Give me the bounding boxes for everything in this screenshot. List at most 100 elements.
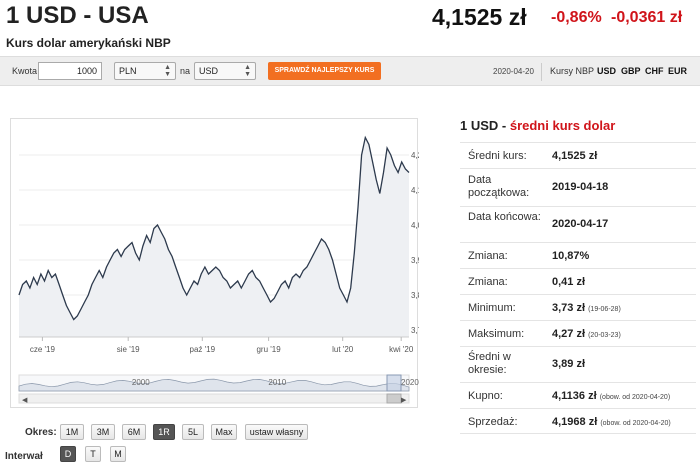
current-rate: 4,1525 zł [432,4,527,30]
summary-value-text: 3,73 zł [552,302,586,314]
summary-title-main: średni kurs dolar [509,118,616,133]
summary-value-text: 4,1968 zł [552,416,598,428]
chart-line [18,135,410,321]
y-tick-label: 4,2000 [411,151,419,160]
navigator-selection [386,374,402,392]
to-currency-value: USD [199,66,219,76]
summary-row-buy: Kupno: 4,1136 zł (obow. od 2020-04-20) [460,382,696,408]
interval-button-m[interactable]: M [110,446,126,462]
to-currency-select[interactable]: USD ▲ ▼ [194,62,256,80]
toolbar-divider [541,63,542,81]
currency-link-chf[interactable]: CHF [645,66,664,76]
navigator-label: 2010 [268,378,286,387]
summary-row-maximum: Maksimum: 4,27 zł (20-03-23) [460,320,696,346]
select-arrows-icon: ▲ ▼ [164,64,171,78]
converter-toolbar: Kwota 1000 PLN ▲ ▼ na USD ▲ ▼ SPRAWDŹ NAJL… [0,56,700,86]
best-rate-button[interactable]: SPRAWDŹ NAJLEPSZY KURS [268,62,381,80]
select-arrows-icon: ▲ ▼ [244,64,251,78]
summary-label: Data początkowa: [468,174,530,199]
change-percent: -0,86% [551,9,602,26]
summary-note: (19-06-28) [588,306,621,313]
period-button-max[interactable]: Max [211,424,237,440]
chart-panel: 3,7000 3,8000 3,9000 4,0000 4,1000 4,2000 cze… [10,118,419,408]
interval-button-d[interactable]: D [60,446,76,462]
summary-value: 0,41 zł [552,276,586,288]
summary-value-text: 4,1136 zł [552,390,597,402]
period-label: Okres: [25,427,57,438]
summary-row-change-abs: Zmiana: 0,41 zł [460,268,696,294]
currency-link-gbp[interactable]: GBP [621,66,641,76]
summary-row-end-date: Data końcowa: 2020-04-17 [460,206,696,242]
summary-label: Zmiana: [468,250,508,262]
summary-title-prefix: 1 USD - [460,118,510,133]
period-button-custom[interactable]: ustaw własny [245,424,308,440]
x-tick-label: cze '19 [30,345,56,354]
summary-note: (obow. od 2020-04-20) [599,394,671,401]
summary-note: (obow. od 2020-04-20) [600,420,671,427]
summary-label: Zmiana: [468,276,508,288]
summary-value: 2020-04-17 [552,218,609,230]
y-tick-label: 3,8000 [411,291,419,300]
y-tick-label: 4,0000 [411,221,419,230]
scroll-left-icon: ◀ [22,396,28,404]
summary-value-text: 4,27 zł [552,328,586,340]
currency-link-usd[interactable]: USD [597,66,617,76]
y-tick-label: 3,9000 [411,256,419,265]
summary-label: Sprzedaż: [468,416,518,428]
change-absolute: -0,0361 zł [611,9,683,26]
to-label: na [180,66,191,76]
series-line [18,135,410,321]
rates-label: Kursy NBP [550,66,595,76]
y-axis-ticks: 3,7000 3,8000 3,9000 4,0000 4,1000 4,2000 [411,151,419,335]
summary-row-average: Średni kurs: 4,1525 zł [460,142,696,168]
summary-row-sell: Sprzedaż: 4,1968 zł (obow. od 2020-04-20… [460,408,696,434]
scroll-right-icon: ▶ [401,396,407,404]
interval-label: Interwał [5,451,43,462]
summary-value: 2019-04-18 [552,181,609,193]
period-button-5l[interactable]: 5L [182,424,204,440]
interval-button-t[interactable]: T [85,446,101,462]
summary-value: 10,87% [552,250,590,262]
summary-label: Data końcowa: [468,211,541,223]
x-tick-label: sie '19 [117,345,140,354]
summary-label: Średni kurs: [468,150,527,162]
navigator-scroll-thumb [386,393,402,404]
navigator-series [18,378,410,392]
period-button-1m[interactable]: 1M [60,424,84,440]
period-button-1r[interactable]: 1R [153,424,175,440]
summary-label: Kupno: [468,390,503,402]
summary-value: 4,1525 zł [552,150,598,162]
navigator-label: 2000 [132,378,150,387]
y-tick-label: 4,1000 [411,186,419,195]
summary-value: 3,89 zł [552,358,586,370]
summary-value: 4,1968 zł (obow. od 2020-04-20) [552,416,671,428]
page-header: 1 USD - USA Kurs dolar amerykański NBP 4… [0,0,700,56]
rate-date: 2020-04-20 [493,67,534,76]
summary-row-change-pct: Zmiana: 10,87% [460,242,696,268]
summary-label: Średni w okresie: [468,351,511,376]
from-currency-select[interactable]: PLN ▲ ▼ [114,62,176,80]
y-tick-label: 3,7000 [411,326,419,335]
summary-value: 3,73 zł (19-06-28) [552,302,621,314]
currency-link-eur[interactable]: EUR [668,66,688,76]
page-title: 1 USD - USA [6,2,149,29]
period-button-6m[interactable]: 6M [122,424,146,440]
navigator-label: 2020 [401,378,419,387]
series-area [19,137,409,337]
summary-row-period-average: Średni w okresie: 3,89 zł [460,346,696,382]
amount-input[interactable]: 1000 [38,62,102,80]
navigator-scrollbar [18,393,410,404]
page-subtitle: Kurs dolar amerykański NBP [6,36,171,50]
x-tick-label: kwi '20 [389,345,414,354]
chart-area [19,137,409,337]
period-button-3m[interactable]: 3M [91,424,115,440]
x-tick-label: paź '19 [190,345,216,354]
from-currency-value: PLN [119,66,137,76]
summary-title: 1 USD - średni kurs dolar [460,118,615,133]
amount-label: Kwota [12,66,38,76]
x-tick-label: gru '19 [256,345,281,354]
rate-line-chart: 3,7000 3,8000 3,9000 4,0000 4,1000 4,2000 cze… [18,135,419,404]
summary-label: Maksimum: [468,328,525,340]
summary-row-start-date: Data początkowa: 2019-04-18 [460,168,696,206]
chart-navigator: 2000 2010 2020 ◀ ▶ [18,374,419,404]
